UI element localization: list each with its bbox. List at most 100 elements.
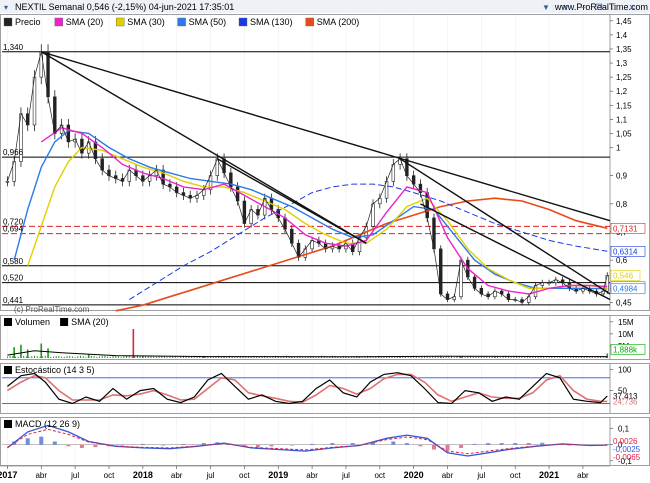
volume-bar	[581, 356, 583, 358]
legend-label: SMA (130)	[250, 17, 293, 27]
volume-bar	[429, 356, 431, 358]
volume-bar	[132, 329, 135, 358]
volume-bar	[85, 357, 87, 358]
legend-label: Volumen	[15, 317, 50, 327]
volume-bar	[174, 356, 176, 358]
volume-bar	[461, 356, 463, 358]
volume-bar	[13, 347, 15, 358]
volume-bar	[185, 356, 187, 358]
volume-bar	[39, 357, 41, 358]
volume-bar	[131, 357, 133, 358]
volume-bar	[42, 356, 44, 358]
macd-hist-bar	[391, 441, 396, 445]
stoch-value-label: 37,413	[613, 392, 638, 401]
volume-bar	[269, 357, 271, 358]
x-tick-label: oct	[374, 471, 385, 480]
sma50-line	[13, 129, 608, 290]
macd-hist-bar	[513, 443, 518, 445]
triangle-down-icon[interactable]: ▼	[542, 3, 550, 12]
y-tick-label: 1,4	[616, 31, 628, 40]
volume-bar	[161, 355, 163, 358]
volume-bar	[26, 349, 29, 358]
macd-hist-bar	[404, 443, 409, 445]
y-tick-label: 1,15	[616, 101, 632, 110]
volume-bar	[602, 357, 604, 358]
volume-value-label: 1,888k	[613, 345, 638, 354]
title-bar	[0, 0, 650, 13]
minimize-icon[interactable]: –	[581, 3, 586, 12]
volume-bar	[9, 355, 11, 358]
macd-hist-bar	[540, 442, 545, 445]
volume-bar	[589, 356, 591, 358]
volume-bar	[177, 357, 179, 358]
price-line	[7, 51, 608, 303]
volume-bar	[543, 356, 545, 358]
volume-bar	[340, 356, 342, 358]
x-tick-label: abr	[171, 471, 183, 480]
volume-bar	[142, 356, 144, 358]
restore-icon[interactable]: ❐	[595, 3, 602, 12]
volume-bar	[488, 356, 490, 358]
close-icon[interactable]: ✕	[562, 3, 569, 12]
volume-bar	[234, 356, 236, 358]
volume-bar	[513, 356, 515, 358]
macd-line	[6, 424, 608, 457]
volume-bar	[440, 356, 442, 358]
price-value-label: 0,7131	[613, 224, 638, 233]
volume-bar	[459, 355, 461, 358]
volume-bar	[486, 356, 488, 358]
price-value-label-box	[610, 270, 641, 281]
legend-swatch	[4, 366, 12, 374]
volume-bar	[96, 356, 98, 358]
macd-hist-bar	[52, 441, 57, 445]
volume-bar	[237, 356, 239, 358]
volume-bar	[258, 357, 260, 358]
macd-value-label: -0,0065	[613, 453, 641, 462]
volume-bar	[88, 356, 90, 358]
volume-bar	[169, 356, 171, 358]
legend-label: SMA (20)	[71, 317, 109, 327]
price-value-label-box	[610, 222, 646, 234]
volume-bar	[196, 355, 198, 358]
volume-bar	[47, 356, 49, 358]
volume-bar	[201, 356, 203, 358]
macd-hist-bar	[526, 443, 531, 445]
volume-bar	[537, 356, 539, 358]
legend-swatch	[177, 17, 186, 27]
legend-swatch	[4, 420, 12, 428]
x-tick-label: 2018	[133, 470, 153, 480]
volume-bar	[524, 356, 526, 358]
legend-swatch	[3, 17, 13, 27]
macd-hist-bar	[431, 444, 436, 450]
sma30-line	[27, 146, 608, 289]
level-label: 0,441	[3, 296, 24, 305]
site-link[interactable]: www.ProRealTime.com	[554, 2, 648, 12]
maximize-icon[interactable]: □	[613, 3, 618, 12]
volume-bar	[293, 356, 295, 358]
legend-swatch	[4, 318, 12, 326]
price-value-label-box	[610, 245, 646, 257]
volume-bar	[139, 356, 141, 358]
volume-bar	[415, 356, 417, 358]
x-tick-label: oct	[239, 471, 250, 480]
sma20-line	[40, 127, 608, 295]
macd-hist-bar	[486, 443, 491, 445]
y-tick-label: -0,1	[618, 457, 632, 466]
level-label: 1,340	[3, 43, 24, 52]
volume-bar	[423, 355, 425, 358]
x-tick-label: oct	[510, 471, 521, 480]
volume-bar	[451, 356, 453, 358]
volume-bar	[480, 355, 482, 358]
volume-bar	[383, 356, 385, 358]
volume-bar	[17, 356, 19, 358]
volume-bar	[421, 356, 423, 358]
volume-bar	[464, 357, 466, 358]
volume-bar	[350, 356, 352, 358]
close-icon[interactable]: ✕	[629, 3, 636, 12]
y-tick-label: 1,2	[616, 87, 628, 96]
volume-bar	[434, 355, 436, 358]
volume-bar	[553, 356, 555, 358]
macd-hist-bar	[201, 443, 206, 445]
